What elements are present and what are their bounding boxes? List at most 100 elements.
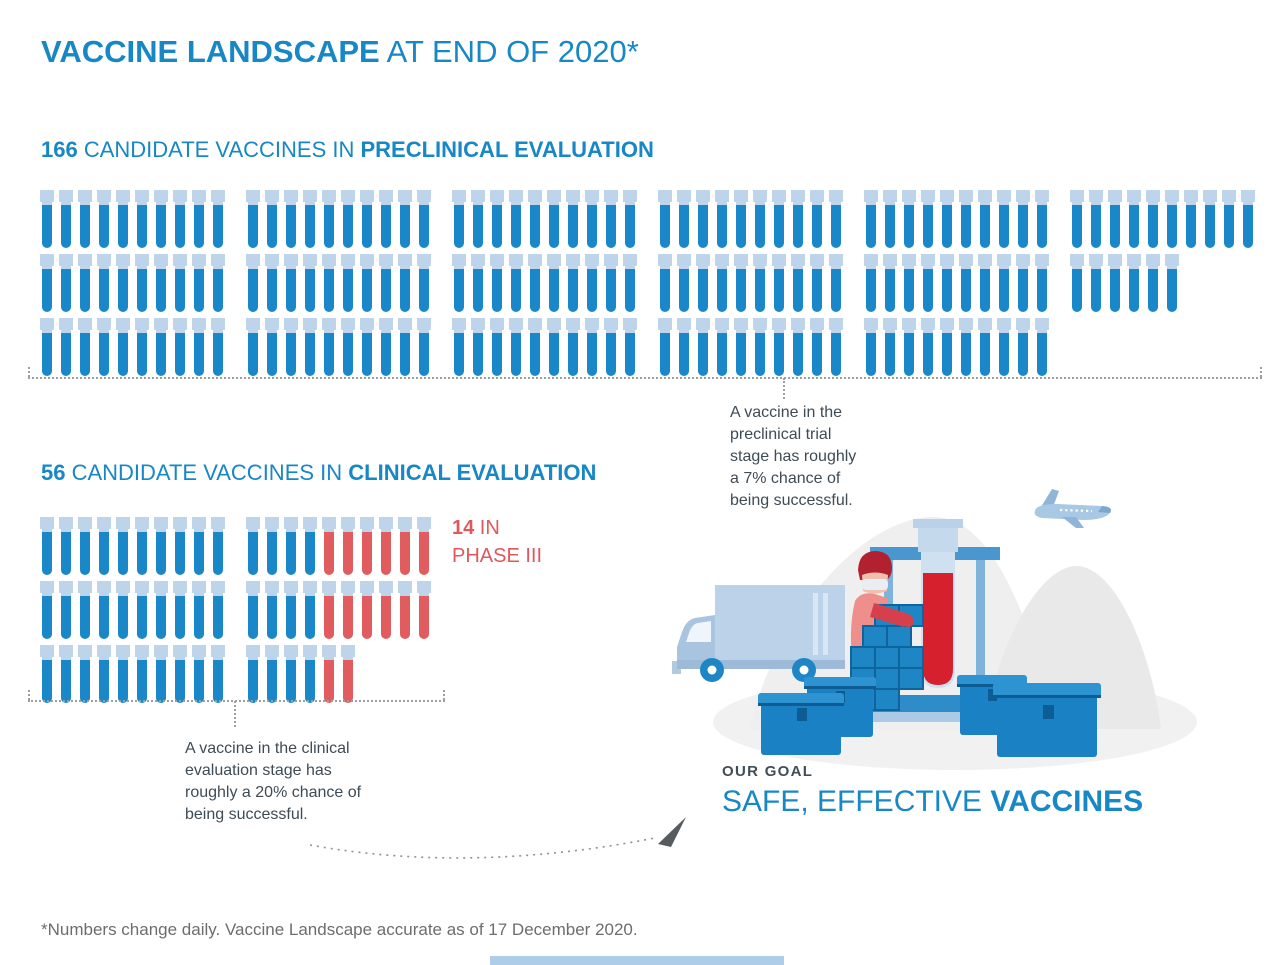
test-tube-icon-blue (173, 645, 187, 703)
test-tube-icon-blue (211, 581, 225, 639)
tube-row (40, 517, 431, 575)
preclinical-annotation: A vaccine in the preclinical trial stage… (730, 404, 857, 509)
test-tube-icon-blue (135, 645, 149, 703)
clinical-heading-mid: CANDIDATE VACCINES IN (65, 460, 349, 485)
test-tube-icon-blue (59, 517, 73, 575)
test-tube-icon-blue (192, 318, 206, 376)
test-tube-icon-blue (829, 190, 843, 248)
test-tube-icon-blue (1184, 190, 1198, 248)
test-tube-icon-blue (246, 254, 260, 312)
goal-regular: SAFE, EFFECTIVE (722, 785, 991, 818)
test-tube-icon-blue (246, 318, 260, 376)
test-tube-icon-blue (360, 254, 374, 312)
test-tube-icon-blue (135, 190, 149, 248)
test-tube-icon-blue (940, 318, 954, 376)
test-tube-icon-blue (1035, 318, 1049, 376)
test-tube-icon-blue (791, 190, 805, 248)
test-tube-icon-blue (97, 581, 111, 639)
test-tube-icon-blue (284, 254, 298, 312)
test-tube-icon-blue (864, 318, 878, 376)
test-tube-icon-blue (1035, 254, 1049, 312)
test-tube-icon-blue (585, 254, 599, 312)
tube-group (658, 318, 843, 376)
phase3-suffix: IN (474, 517, 500, 539)
test-tube-icon-blue (566, 318, 580, 376)
test-tube-icon-blue (284, 318, 298, 376)
test-tube-icon-blue (322, 318, 336, 376)
test-tube-icon-red (417, 581, 431, 639)
tube-group (864, 254, 1049, 312)
test-tube-icon-blue (883, 190, 897, 248)
test-tube-icon-blue (173, 581, 187, 639)
test-tube-icon-blue (78, 190, 92, 248)
test-tube-icon-red (341, 645, 355, 703)
test-tube-icon-blue (135, 318, 149, 376)
test-tube-icon-blue (772, 318, 786, 376)
test-tube-icon-blue (677, 318, 691, 376)
test-tube-icon-blue (265, 517, 279, 575)
tube-row (40, 318, 1255, 376)
test-tube-icon-blue (116, 517, 130, 575)
test-tube-icon-blue (623, 254, 637, 312)
test-tube-icon-blue (902, 318, 916, 376)
test-tube-icon-blue (509, 190, 523, 248)
test-tube-icon-blue (547, 318, 561, 376)
test-tube-icon-blue (154, 318, 168, 376)
test-tube-icon-blue (154, 517, 168, 575)
test-tube-icon-blue (978, 318, 992, 376)
test-tube-icon-blue (1108, 190, 1122, 248)
test-tube-icon-blue (284, 645, 298, 703)
test-tube-icon-blue (452, 318, 466, 376)
test-tube-icon-blue (509, 318, 523, 376)
test-tube-icon-blue (604, 318, 618, 376)
preclinical-heading-mid: CANDIDATE VACCINES IN (77, 137, 361, 162)
preclinical-count: 166 (41, 137, 78, 162)
test-tube-icon-red (322, 645, 336, 703)
test-tube-icon-blue (471, 254, 485, 312)
test-tube-icon-blue (1089, 190, 1103, 248)
tube-group (246, 190, 431, 248)
test-tube-icon-blue (303, 254, 317, 312)
test-tube-icon-blue (452, 190, 466, 248)
test-tube-icon-blue (40, 254, 54, 312)
test-tube-icon-blue (623, 190, 637, 248)
test-tube-icon-red (398, 581, 412, 639)
preclinical-heading-bold: PRECLINICAL EVALUATION (360, 137, 654, 162)
dotted-arrow-curve (309, 837, 656, 859)
test-tube-icon-blue (734, 318, 748, 376)
test-tube-icon-blue (265, 254, 279, 312)
test-tube-icon-blue (40, 190, 54, 248)
test-tube-icon-blue (40, 581, 54, 639)
test-tube-icon-blue (810, 318, 824, 376)
test-tube-icon-blue (398, 318, 412, 376)
test-tube-icon-red (379, 517, 393, 575)
test-tube-icon-blue (1146, 190, 1160, 248)
test-tube-icon-blue (379, 190, 393, 248)
test-tube-icon-blue (1035, 190, 1049, 248)
test-tube-icon-red (322, 517, 336, 575)
test-tube-icon-blue (452, 254, 466, 312)
test-tube-icon-blue (265, 318, 279, 376)
test-tube-icon-blue (211, 645, 225, 703)
tube-group (40, 517, 225, 575)
tube-group (246, 254, 431, 312)
title-bold: VACCINE LANDSCAPE (41, 34, 380, 69)
test-tube-icon-red (417, 517, 431, 575)
test-tube-icon-blue (604, 254, 618, 312)
vaccine-logistics-illustration (672, 489, 1197, 770)
goal-block: OUR GOAL SAFE, EFFECTIVE VACCINES (722, 763, 1143, 819)
test-tube-icon-blue (959, 190, 973, 248)
test-tube-icon-blue (322, 190, 336, 248)
test-tube-icon-blue (284, 581, 298, 639)
test-tube-icon-blue (116, 581, 130, 639)
test-tube-icon-blue (59, 190, 73, 248)
tube-row (40, 581, 431, 639)
preclinical-bracket-line (28, 377, 1262, 379)
phase3-line1: 14 IN (452, 514, 542, 542)
test-tube-icon-blue (677, 254, 691, 312)
preclinical-heading: 166 CANDIDATE VACCINES IN PRECLINICAL EV… (41, 137, 654, 163)
test-tube-icon-blue (1089, 254, 1103, 312)
test-tube-icon-blue (78, 254, 92, 312)
tube-group (40, 318, 225, 376)
